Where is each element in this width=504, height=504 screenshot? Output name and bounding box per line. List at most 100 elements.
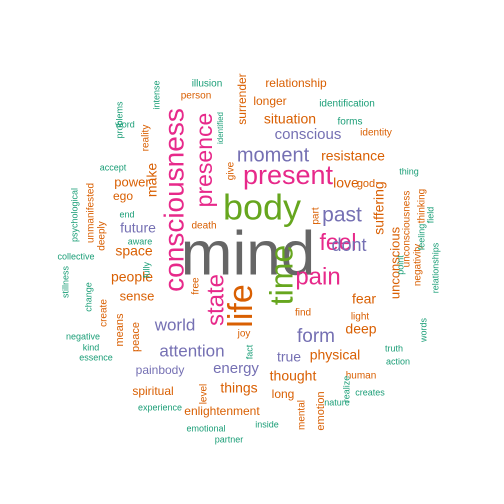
word-thinking: thinking — [417, 189, 428, 223]
word-create: create — [99, 299, 110, 327]
word-longer: longer — [253, 94, 286, 108]
word-relationships: relationships — [430, 242, 440, 293]
word-conscious: conscious — [275, 126, 342, 143]
word-deep: deep — [345, 321, 376, 337]
word-person: person — [181, 91, 212, 102]
word-space: space — [115, 243, 153, 259]
word-mental: mental — [297, 400, 308, 430]
word-love: love — [333, 175, 359, 191]
word-aware: aware — [128, 236, 153, 246]
word-past: past — [322, 204, 362, 227]
word-reality: reality — [141, 125, 152, 152]
word-surrender: surrender — [235, 73, 249, 124]
word-time: time — [263, 245, 299, 305]
word-present: present — [243, 160, 334, 190]
word-end: end — [119, 209, 134, 219]
word-unmanifested: unmanifested — [86, 183, 97, 243]
word-presence: presence — [191, 113, 217, 208]
word-long: long — [272, 387, 295, 401]
word-stillness: stillness — [60, 265, 70, 298]
word-unconscious: unconscious — [387, 226, 402, 299]
word-peace: peace — [130, 322, 142, 352]
word-change: change — [83, 282, 93, 312]
word-find: find — [295, 308, 311, 319]
word-fear: fear — [352, 291, 376, 307]
word-mind: mind — [181, 219, 315, 288]
word-essence: essence — [79, 352, 113, 362]
word-identification: identification — [319, 99, 375, 110]
word-form: form — [297, 326, 335, 347]
word-body: body — [223, 187, 301, 228]
word-creates: creates — [355, 387, 385, 397]
word-death: death — [191, 221, 216, 232]
word-problems: problems — [114, 101, 124, 139]
word-relationship: relationship — [265, 76, 327, 90]
word-partner: partner — [215, 434, 244, 444]
word-energy: energy — [213, 360, 259, 377]
word-level: level — [199, 384, 210, 405]
word-experience: experience — [138, 402, 182, 412]
word-realize: realize — [341, 376, 351, 403]
word-part: part — [311, 207, 322, 224]
word-point: point — [395, 255, 405, 275]
word-emotional: emotional — [186, 423, 225, 433]
word-feeling: feeling — [416, 224, 426, 251]
word-feel: feel — [319, 229, 356, 255]
word-world: world — [154, 315, 196, 334]
word-power: power — [114, 174, 150, 189]
word-deeply: deeply — [97, 221, 108, 250]
word-future: future — [120, 220, 156, 236]
word-free: free — [191, 277, 202, 295]
word-collective: collective — [57, 251, 94, 261]
word-light: light — [351, 312, 370, 323]
word-thought: thought — [270, 368, 317, 384]
word-illusion: illusion — [192, 79, 223, 90]
word-psychological: psychological — [69, 188, 79, 242]
word-nature: nature — [324, 397, 350, 407]
word-state: state — [202, 274, 229, 326]
word-words: words — [418, 318, 428, 344]
word-suffering: suffering — [371, 181, 387, 234]
word-emotion: emotion — [315, 391, 327, 430]
word-ego: ego — [113, 189, 133, 203]
word-fully: fully — [141, 262, 151, 279]
word-means: means — [114, 313, 126, 347]
word-sense: sense — [120, 288, 155, 303]
word-negative: negative — [66, 331, 100, 341]
word-kind: kind — [83, 342, 100, 352]
word-give: give — [226, 161, 237, 180]
word-dont: dont — [331, 235, 366, 255]
word-consciousness: consciousness — [158, 108, 189, 292]
word-attention: attention — [159, 341, 224, 360]
word-enlightenment: enlightenment — [184, 404, 260, 418]
word-unconsciousness: unconsciousness — [402, 191, 413, 268]
word-make: make — [144, 163, 160, 197]
word-resistance: resistance — [321, 148, 385, 164]
word-life: life — [222, 284, 260, 327]
word-physical: physical — [310, 347, 361, 363]
word-word: word — [114, 119, 135, 129]
word-god: god — [357, 178, 375, 190]
word-things: things — [220, 380, 257, 396]
word-field: field — [425, 207, 435, 224]
word-painbody: painbody — [136, 363, 185, 377]
word-human: human — [346, 371, 377, 382]
word-intense: intense — [151, 80, 161, 109]
word-inside: inside — [255, 419, 279, 429]
word-identity: identity — [360, 128, 392, 139]
word-people: people — [111, 269, 153, 285]
word-fact: fact — [244, 344, 254, 359]
word-negativity: negativity — [413, 244, 424, 286]
word-forms: forms — [338, 117, 363, 128]
word-joy: joy — [237, 329, 251, 340]
word-action: action — [386, 356, 410, 366]
word-identified: identified — [216, 112, 225, 144]
word-spiritual: spiritual — [132, 384, 173, 398]
word-moment: moment — [237, 144, 310, 166]
word-thing: thing — [399, 166, 419, 176]
word-truth: truth — [385, 343, 403, 353]
word-pain: pain — [295, 263, 340, 290]
word-situation: situation — [264, 111, 316, 127]
